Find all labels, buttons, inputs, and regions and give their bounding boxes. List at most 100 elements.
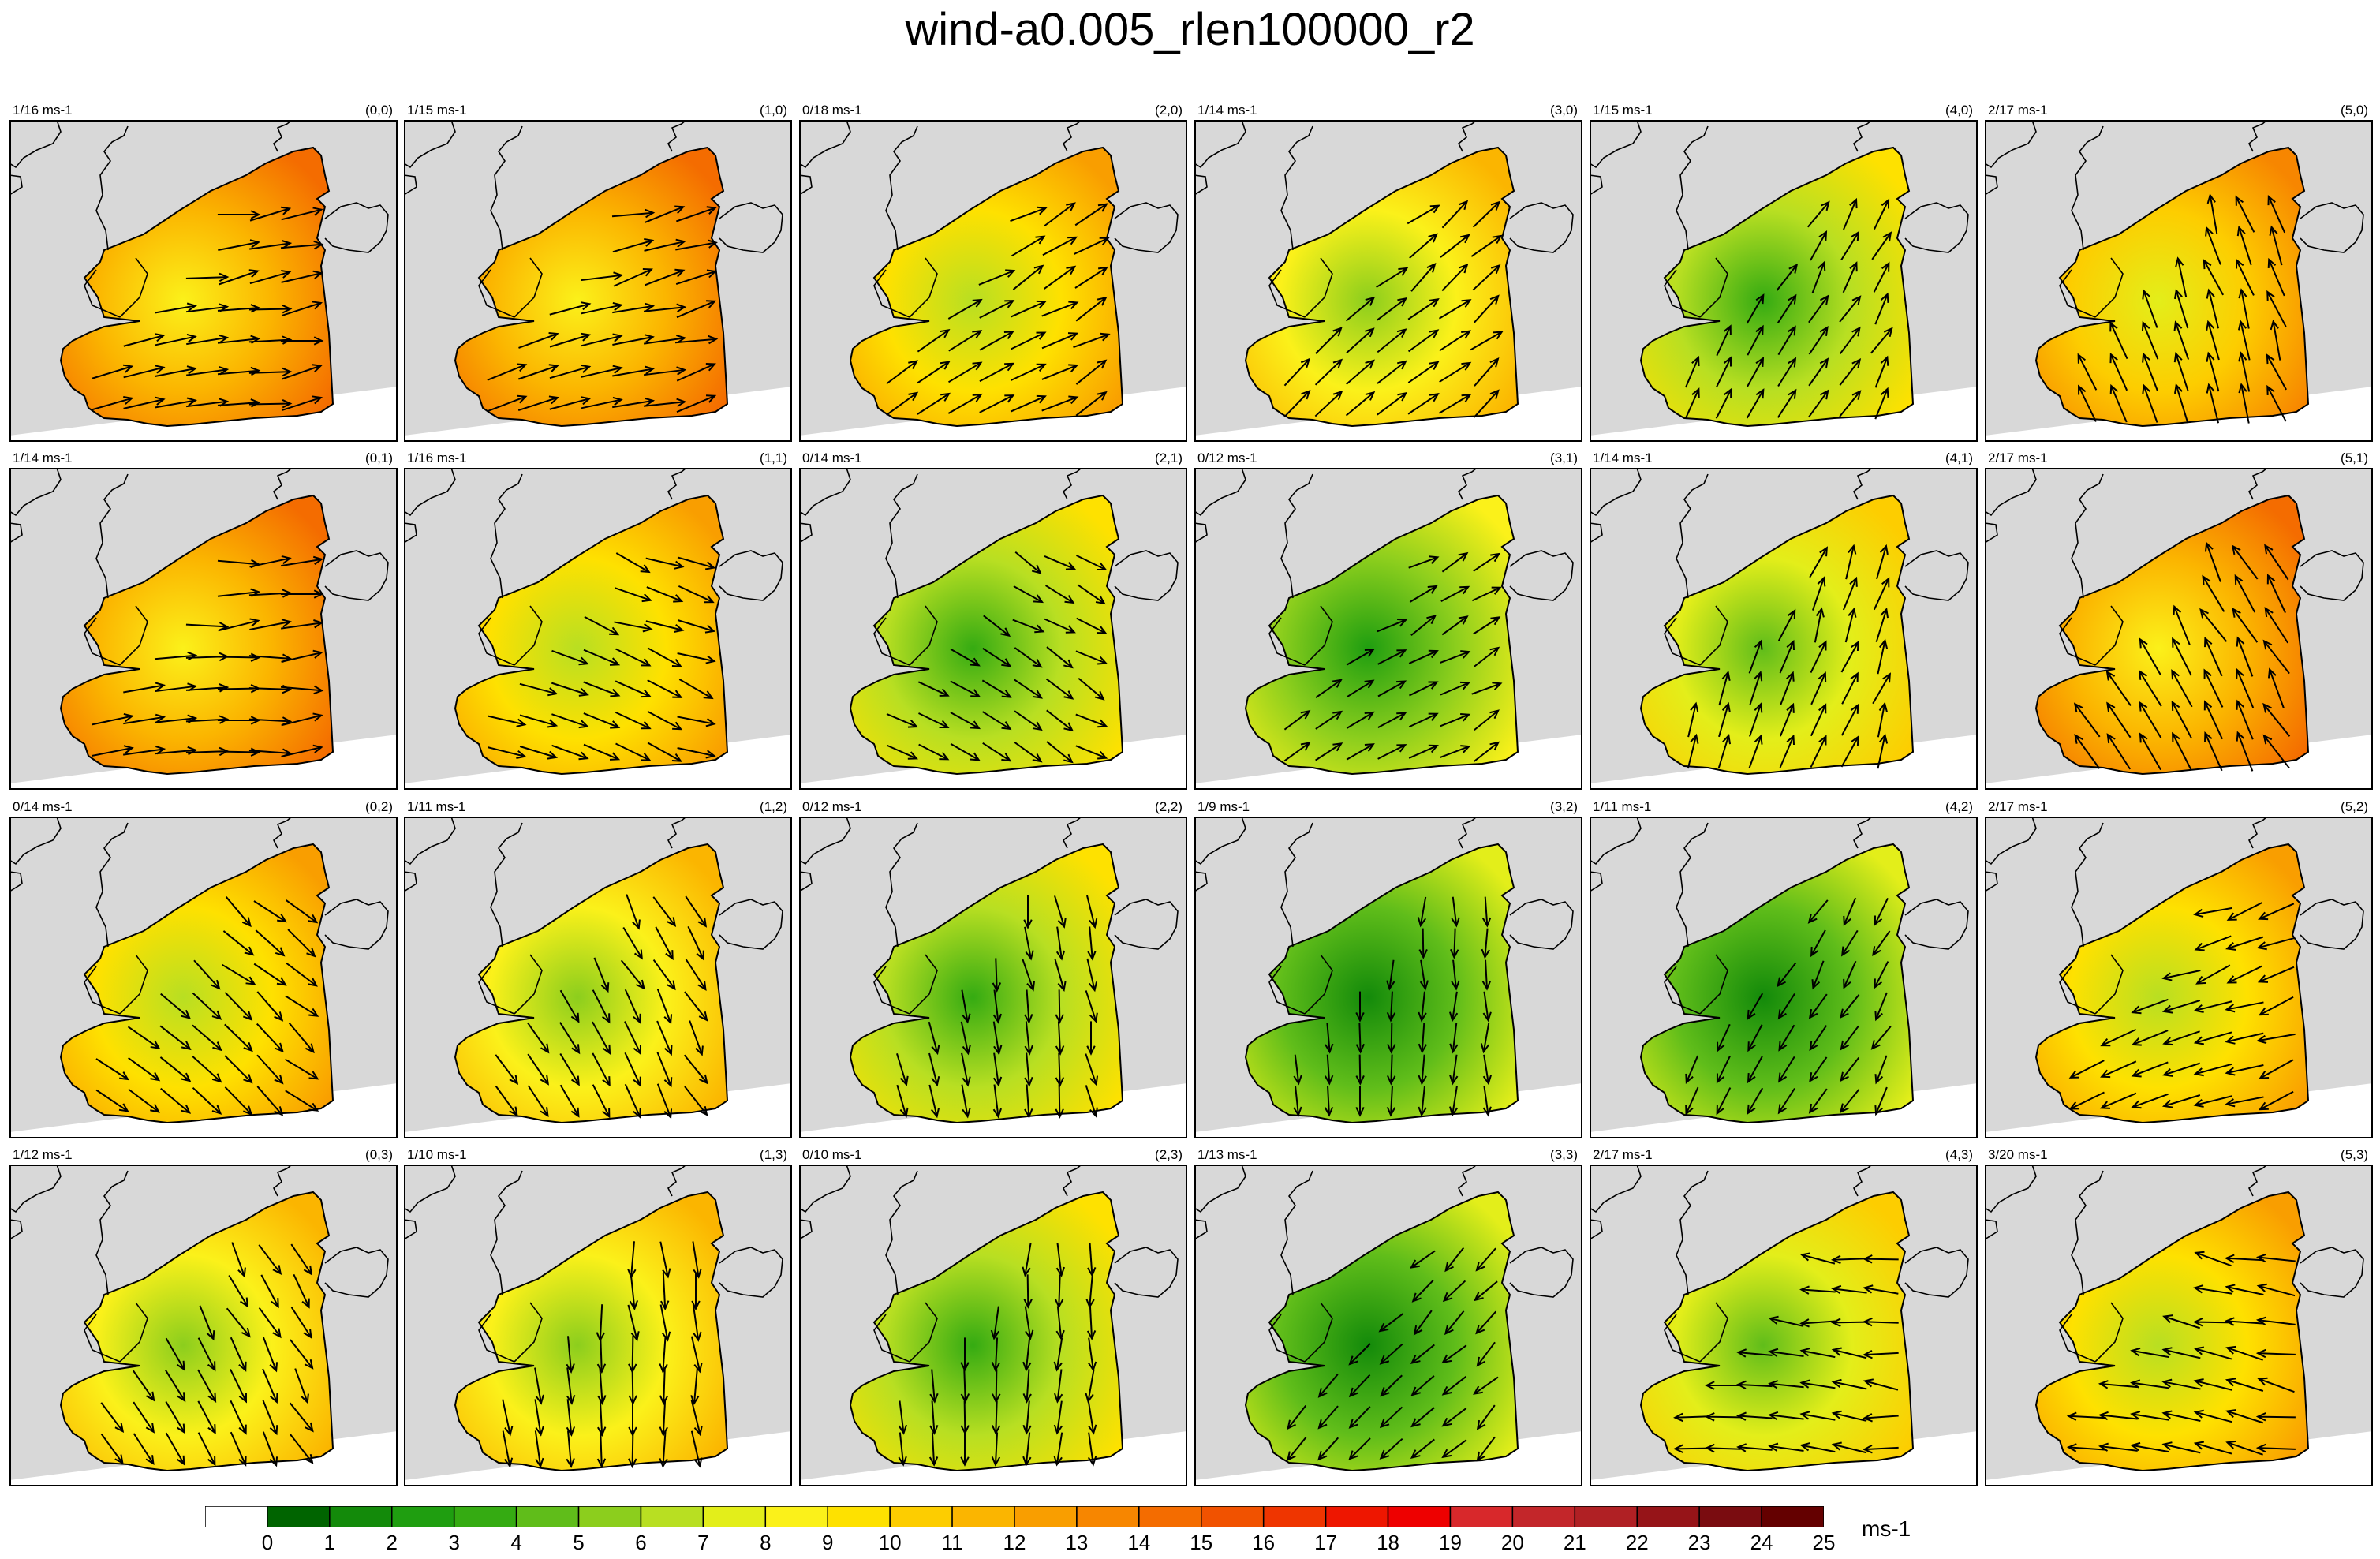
panel-frame bbox=[1985, 1165, 2373, 1486]
wind-arrow bbox=[519, 714, 559, 728]
wind-arrow bbox=[1377, 391, 1408, 416]
wind-arrow bbox=[289, 1402, 314, 1433]
panel-frame bbox=[404, 817, 792, 1138]
wind-arrow bbox=[1409, 681, 1439, 697]
wind-speed-field bbox=[849, 843, 1124, 1124]
wind-arrow bbox=[2139, 732, 2161, 771]
panel-header: 0/18 ms-1 (2,0) bbox=[799, 103, 1187, 118]
map-plot bbox=[1590, 817, 1978, 1138]
coastline bbox=[84, 1170, 148, 1363]
wind-arrow bbox=[991, 1432, 1001, 1467]
wind-arrow bbox=[100, 1402, 125, 1434]
wind-arrow bbox=[1736, 1443, 1773, 1452]
wind-arrow bbox=[2204, 541, 2221, 582]
wind-arrow bbox=[155, 302, 197, 314]
wind-arrow bbox=[2225, 1284, 2264, 1295]
wind-arrow bbox=[1418, 1054, 1427, 1086]
wind-arrow bbox=[2225, 1032, 2264, 1045]
wind-arrow bbox=[1410, 1250, 1436, 1269]
coastline bbox=[478, 1170, 543, 1363]
wind-arrow bbox=[1747, 1024, 1763, 1052]
wind-arrow bbox=[2206, 288, 2220, 329]
coastline bbox=[1985, 1165, 2037, 1240]
wind-arrow bbox=[624, 989, 641, 1024]
wind-arrow bbox=[1768, 1315, 1804, 1327]
wind-arrow bbox=[1054, 1274, 1064, 1309]
wind-arrow bbox=[898, 1432, 907, 1467]
wind-arrow bbox=[228, 1274, 248, 1308]
wind-arrow bbox=[1747, 1056, 1763, 1084]
wind-arrow bbox=[1314, 390, 1343, 417]
wind-arrow bbox=[2131, 998, 2169, 1015]
wind-arrow bbox=[495, 1085, 518, 1117]
wind-arrow bbox=[1480, 1023, 1490, 1054]
wind-arrow bbox=[1408, 712, 1439, 728]
wind-arrow bbox=[2236, 258, 2255, 296]
colorbar-tick-label: 10 bbox=[878, 1531, 902, 1554]
wind-arrow bbox=[690, 1336, 703, 1374]
wind-arrow bbox=[2224, 1254, 2264, 1263]
wind-arrow bbox=[1053, 1432, 1063, 1467]
wind-arrow bbox=[1863, 1254, 1899, 1264]
wind-arrow bbox=[2098, 1380, 2138, 1389]
wind-arrow bbox=[581, 396, 623, 409]
coastline bbox=[719, 550, 783, 601]
wind-arrow bbox=[1283, 389, 1311, 418]
colorbar-swatch bbox=[1076, 1506, 1140, 1527]
wind-arrow bbox=[2172, 637, 2192, 676]
wind-arrow bbox=[2074, 734, 2101, 769]
wind-arrow bbox=[2205, 226, 2221, 265]
coastline bbox=[873, 822, 938, 1015]
wind-arrow bbox=[281, 555, 324, 567]
wind-arrow bbox=[255, 929, 286, 957]
wind-arrow bbox=[979, 362, 1015, 383]
wind-arrow bbox=[1839, 295, 1862, 323]
wind-arrow bbox=[615, 711, 652, 730]
wind-arrow bbox=[517, 395, 560, 412]
coastline bbox=[1194, 1165, 1246, 1240]
wind-arrow bbox=[1777, 1088, 1795, 1115]
coastline bbox=[1664, 822, 1728, 1015]
wind-arrow bbox=[559, 1022, 581, 1055]
wind-arrow bbox=[2162, 1314, 2201, 1329]
wind-arrow bbox=[615, 648, 652, 667]
wind-arrow bbox=[2077, 353, 2098, 391]
wind-arrow bbox=[92, 712, 134, 726]
wind-arrow bbox=[160, 993, 192, 1019]
wind-arrow bbox=[549, 301, 592, 316]
colorbar-swatch bbox=[889, 1506, 953, 1527]
wind-arrow bbox=[1324, 1054, 1334, 1086]
wind-arrow bbox=[1345, 391, 1376, 417]
coastline bbox=[1194, 120, 1246, 196]
wind-arrow bbox=[917, 361, 951, 384]
wind-arrow bbox=[659, 1367, 669, 1406]
wind-arrow bbox=[1346, 679, 1375, 698]
wind-arrow bbox=[1078, 677, 1105, 701]
wind-arrow bbox=[293, 1273, 310, 1309]
wind-speed-field bbox=[1639, 1191, 1915, 1472]
wind-arrow bbox=[1831, 1284, 1867, 1295]
wind-arrow bbox=[1024, 1021, 1033, 1056]
wind-speed-field bbox=[1244, 843, 1519, 1124]
wind-arrow bbox=[502, 1430, 514, 1468]
map-plot bbox=[1590, 468, 1978, 790]
wind-arrow bbox=[1473, 616, 1501, 635]
wind-arrow bbox=[1808, 389, 1829, 418]
wind-arrow bbox=[615, 680, 652, 698]
panel-range-label: 0/14 ms-1 bbox=[802, 451, 862, 465]
wind-arrow bbox=[1379, 1406, 1403, 1429]
wind-arrow bbox=[1355, 991, 1365, 1023]
wind-arrow bbox=[1377, 297, 1408, 321]
wind-arrow bbox=[612, 397, 656, 409]
wind-arrow bbox=[527, 1085, 549, 1118]
wind-arrow bbox=[1840, 230, 1860, 260]
map-panel: 2/17 ms-1 (5,1) bbox=[1985, 451, 2373, 790]
wind-arrow bbox=[1448, 991, 1459, 1023]
wind-arrow bbox=[656, 1052, 673, 1088]
wind-arrow bbox=[1482, 1054, 1493, 1086]
wind-arrow bbox=[280, 589, 324, 599]
wind-arrow bbox=[1355, 1023, 1365, 1054]
panel-frame bbox=[1590, 817, 1978, 1138]
wind-arrow bbox=[1840, 641, 1859, 673]
wind-arrow bbox=[2109, 383, 2128, 423]
